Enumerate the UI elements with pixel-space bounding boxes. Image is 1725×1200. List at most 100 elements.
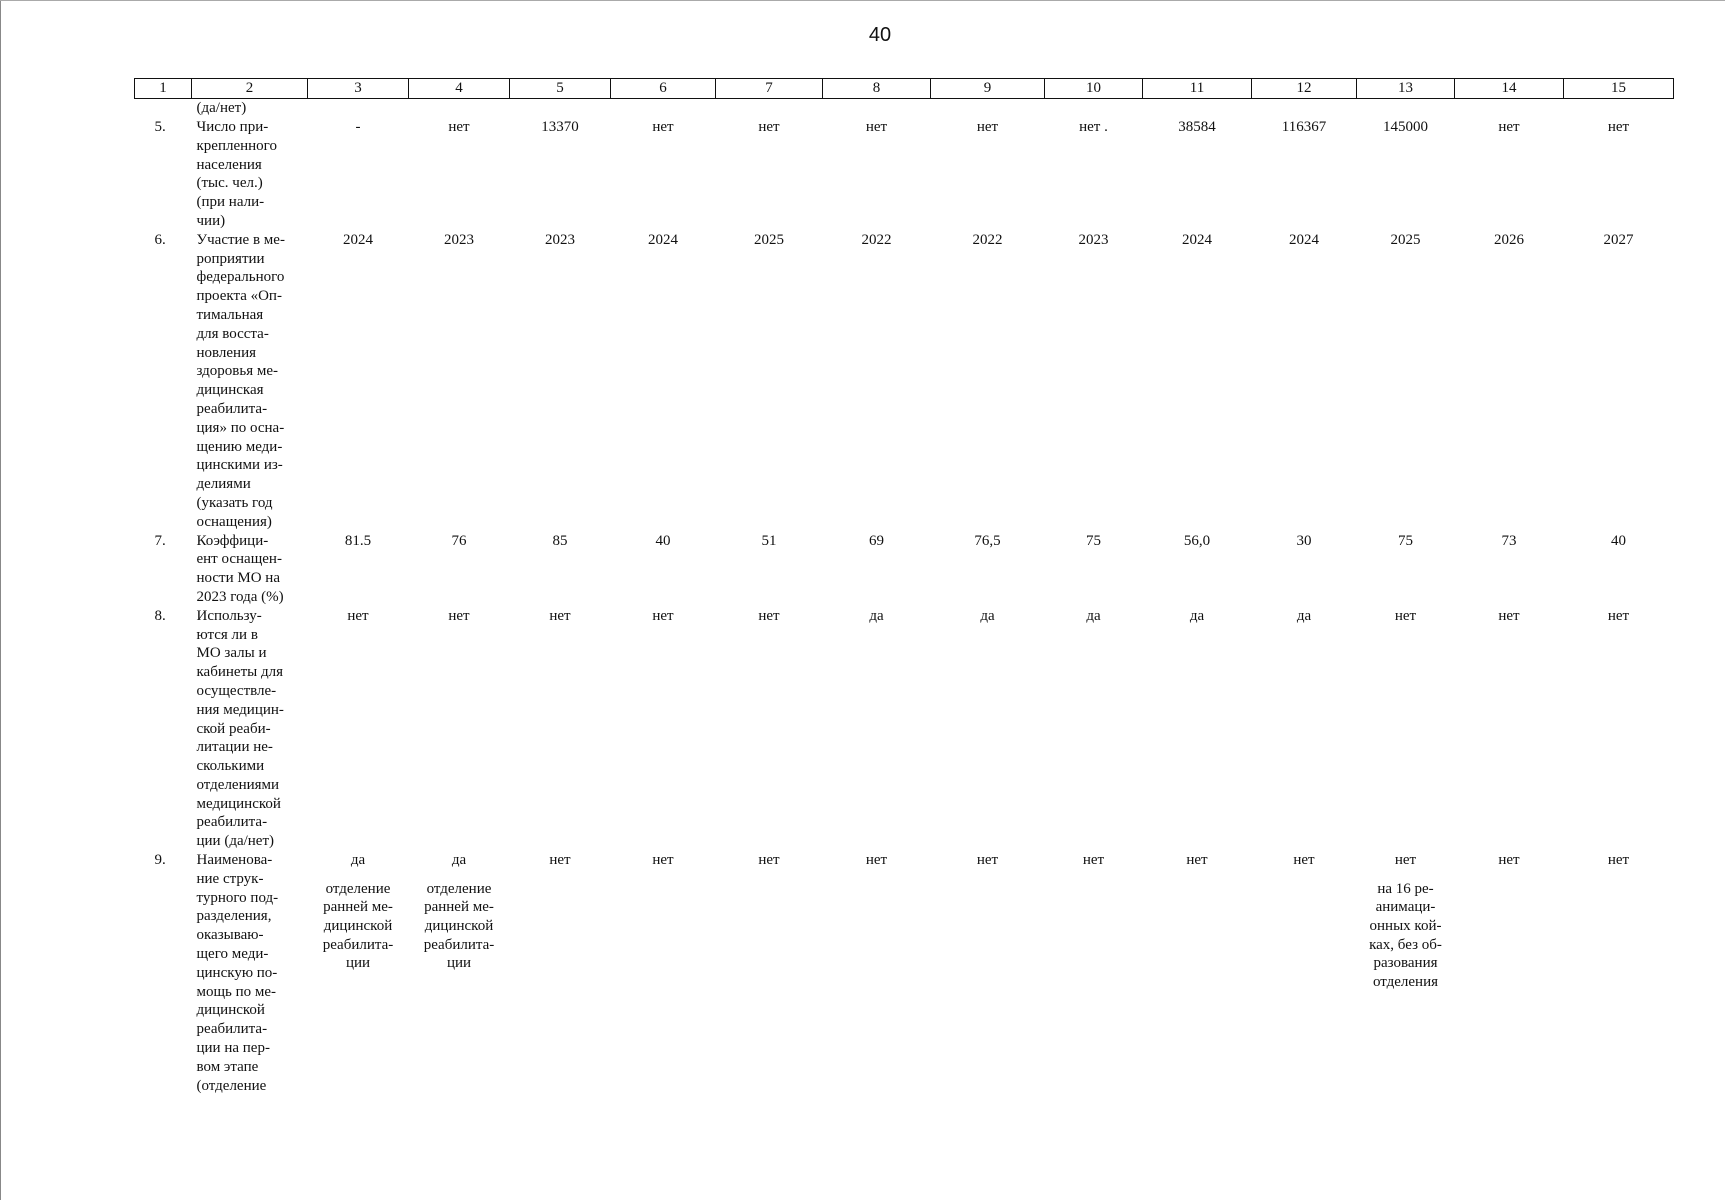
table-cell: нет [1455, 851, 1564, 1095]
cell-value: 56,0 [1183, 532, 1211, 549]
table-cell: 81.5 [308, 532, 409, 607]
column-header: 9 [930, 78, 1045, 99]
table-cell: нет [510, 607, 611, 851]
cell-value: 69 [869, 532, 884, 549]
table-cell: 2027 [1564, 231, 1674, 532]
cell-value: нет [976, 119, 999, 135]
cell-value: нет [1394, 607, 1417, 624]
table-cell: нет [409, 118, 510, 231]
row-label-continuation: (да/нет) [196, 100, 247, 116]
cell-note: на 16 ре-анимаци-онных кой-ках, без об-р… [1369, 880, 1442, 990]
cell-value: нет [549, 852, 571, 869]
table-cell: нет [931, 118, 1045, 231]
table-cell: 145000 [1357, 118, 1455, 231]
cell-value: нет [1607, 119, 1630, 135]
cell-value: да [1189, 607, 1205, 624]
table-cell: нет . [1045, 118, 1143, 231]
cell-value: нет [448, 119, 470, 135]
cell-value: 145000 [1383, 119, 1428, 135]
cell-value: нет [652, 852, 674, 869]
row-number: 5. [154, 119, 166, 135]
cell-note: отделение ранней ме-дицинской реабилита-ци… [322, 880, 394, 972]
column-header: 15 [1563, 78, 1674, 99]
table-cell: 51 [716, 532, 823, 607]
cell-value: да [869, 607, 884, 624]
page-top-edge [0, 0, 1725, 1]
table-cell: 2023 [1045, 231, 1143, 532]
column-header: 10 [1044, 78, 1143, 99]
column-header-row: 1 2 3 4 5 6 7 8 9 10 11 12 13 14 15 [134, 78, 1674, 99]
table-cell: нет [716, 607, 823, 851]
cell-value: да [1296, 607, 1312, 624]
table-cell: 30 [1252, 532, 1357, 607]
cell-value: 2022 [972, 231, 1003, 248]
table-cell: нет [1564, 851, 1674, 1095]
table-cell: да отделение ранней ме-дицинской реабилита-… [308, 851, 409, 1095]
cell-value: 85 [552, 532, 568, 549]
table-cell: 2025 [716, 231, 823, 532]
table-cell: - [308, 118, 409, 231]
row-label: Наименова-ние струк-турного под-разделен… [192, 851, 308, 1095]
cell-value: нет [652, 607, 674, 624]
cell-value: 2023 [444, 231, 474, 248]
table-cell: да отделение ранней ме-дицинской реабилита-… [409, 851, 510, 1095]
cell-value: 38584 [1178, 119, 1216, 135]
table-cell: 69 [823, 532, 931, 607]
table-cell: 73 [1455, 532, 1564, 607]
table-cell: 75 [1045, 532, 1143, 607]
cell-value: 40 [1611, 532, 1626, 549]
table-cell: 2024 [1143, 231, 1252, 532]
cell-value: да [350, 852, 366, 869]
column-header: 13 [1356, 78, 1455, 99]
table-cell: нет [611, 118, 716, 231]
cell-value: 30 [1296, 532, 1312, 549]
table-cell: нет [1252, 851, 1357, 1095]
cell-value: нет [448, 607, 470, 624]
table-row: 8. Использу-ются ли в МО залы и кабинеты дл… [135, 607, 1674, 851]
row-label: Число при-крепленного населения (тыс. чел.… [192, 118, 308, 231]
cell-value: нет [347, 607, 369, 624]
table-cell: нет [308, 607, 409, 851]
cell-value: нет [1498, 607, 1520, 624]
table-cell: 38584 [1143, 118, 1252, 231]
page-number: 40 [868, 24, 892, 46]
table-cell: нет [409, 607, 510, 851]
cell-note: отделение ранней ме-дицинской реабилита-ци… [423, 880, 495, 972]
table-cell: 13370 [510, 118, 611, 231]
column-header: 3 [307, 78, 409, 99]
row-label-text: Число при-крепленного населения (тыс. чел.… [196, 119, 277, 229]
row-label: Использу-ются ли в МО залы и кабинеты для о… [192, 607, 308, 851]
column-header: 7 [715, 78, 823, 99]
row-label-text: Участие в ме-роприятии федерального проект… [196, 231, 285, 530]
cell-value: нет [1186, 852, 1208, 869]
table-cell: нет [1455, 118, 1564, 231]
data-table: 1 2 3 4 5 6 7 8 9 10 11 12 13 14 15 (да/… [134, 78, 1674, 1095]
table-cell: 2023 [409, 231, 510, 532]
table-cell: 2025 [1357, 231, 1455, 532]
table-cell: да [1252, 607, 1357, 851]
table-cell: 2026 [1455, 231, 1564, 532]
cell-value: нет [758, 607, 780, 624]
table-cell: нет [823, 118, 931, 231]
table-cell: нет [716, 118, 823, 231]
table-row: 7. Коэффици-ент оснащен-ности МО на 2023 г… [135, 532, 1674, 607]
page-left-edge [0, 0, 1, 1200]
table-cell: нет [931, 851, 1045, 1095]
cell-value: нет [758, 119, 780, 135]
cell-value: 2024 [343, 231, 373, 248]
cell-value: 76,5 [974, 532, 1001, 549]
table-cell: 116367 [1252, 118, 1357, 231]
table-cell: нет [611, 607, 716, 851]
table-cell: нет [1455, 607, 1564, 851]
table-cell: 2024 [308, 231, 409, 532]
table-cell: 75 [1357, 532, 1455, 607]
cell-value: нет [1293, 852, 1315, 869]
row-label: Коэффици-ент оснащен-ности МО на 2023 год… [192, 532, 308, 607]
row-number: 8. [154, 607, 166, 624]
cell-value: 75 [1086, 532, 1101, 549]
table-cell: 76 [409, 532, 510, 607]
cell-value: нет [976, 852, 999, 869]
column-header: 12 [1251, 78, 1357, 99]
cell-value: нет [1607, 852, 1630, 869]
table-cell: 40 [611, 532, 716, 607]
